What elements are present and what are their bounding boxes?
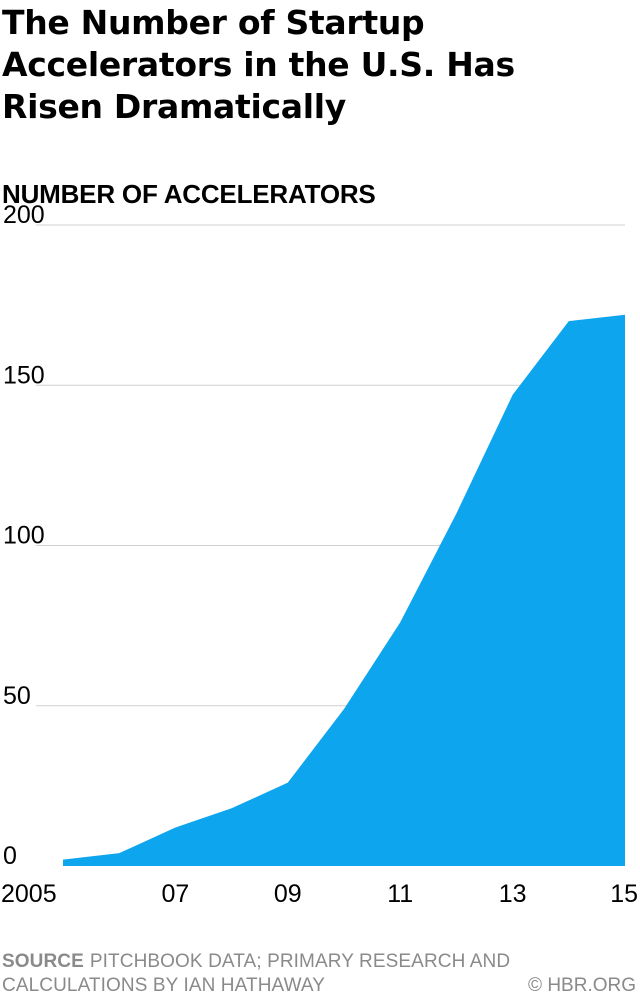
y-axis-label: NUMBER OF ACCELERATORS <box>2 179 376 209</box>
x-axis-ticks: 2005 07 09 11 13 15 <box>1 880 638 908</box>
chart-area: 0 50 100 150 200 2005 07 09 11 13 15 <box>1 201 638 908</box>
x-tick-label-07: 07 <box>161 880 189 908</box>
y-tick-label-100: 100 <box>3 522 45 550</box>
y-tick-label-200: 200 <box>3 201 45 229</box>
source-note: SOURCE PITCHBOOK DATA; PRIMARY RESEARCH A… <box>2 950 522 998</box>
x-tick-label-11: 11 <box>387 880 413 908</box>
y-axis-ticks: 0 50 100 150 200 <box>3 201 45 870</box>
chart-title: The Number of Startup Accelerators in th… <box>2 3 515 126</box>
source-label: SOURCE <box>2 951 84 972</box>
series-area <box>63 314 625 866</box>
copyright-credit: © HBR.ORG <box>528 975 636 996</box>
source-text: PITCHBOOK DATA; PRIMARY RESEARCH AND CAL… <box>2 951 511 996</box>
x-tick-label-2005: 2005 <box>1 880 57 908</box>
y-tick-label-0: 0 <box>3 842 17 870</box>
x-tick-label-13: 13 <box>499 880 527 908</box>
x-tick-label-09: 09 <box>274 880 302 908</box>
area-series-0 <box>63 314 625 866</box>
y-tick-label-50: 50 <box>3 682 31 710</box>
y-tick-label-150: 150 <box>3 361 45 389</box>
x-tick-label-15: 15 <box>610 880 638 908</box>
